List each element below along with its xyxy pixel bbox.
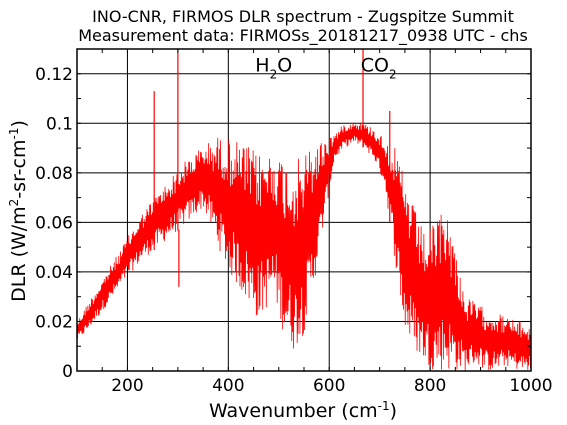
chart-title: INO-CNR, FIRMOS DLR spectrum - Zugspitze… bbox=[92, 7, 514, 26]
x-tick-label: 800 bbox=[414, 376, 446, 396]
series-layer bbox=[76, 49, 532, 371]
y-axis-label: DLR (W/m2-sr-cm-1) bbox=[7, 120, 30, 302]
x-axis-label: Wavenumber (cm-1) bbox=[209, 399, 397, 422]
spectrum-line bbox=[76, 122, 532, 371]
y-tick-label: 0 bbox=[62, 362, 73, 382]
y-tick-labels: 0 0.02 0.04 0.06 0.08 0.1 0.12 bbox=[35, 65, 73, 382]
y-tick-label: 0.02 bbox=[35, 312, 73, 332]
annotation-label: H2O bbox=[255, 54, 292, 81]
x-tick-label: 1000 bbox=[509, 376, 552, 396]
y-tick-label: 0.08 bbox=[35, 164, 73, 184]
y-tick-label: 0.1 bbox=[46, 114, 73, 134]
y-tick-label: 0.06 bbox=[35, 213, 73, 233]
x-tick-label: 400 bbox=[212, 376, 244, 396]
x-tick-label: 600 bbox=[313, 376, 345, 396]
annotations: H2O CO2 bbox=[255, 54, 396, 81]
y-tick-label: 0.04 bbox=[35, 263, 73, 283]
axis-ticks bbox=[76, 48, 532, 372]
x-tick-labels: 200 400 600 800 1000 bbox=[111, 376, 552, 396]
x-tick-label: 200 bbox=[111, 376, 143, 396]
annotation-label: CO2 bbox=[361, 54, 397, 81]
chart-subtitle: Measurement data: FIRMOSs_20181217_0938 … bbox=[78, 26, 528, 46]
y-tick-label: 0.12 bbox=[35, 65, 73, 85]
